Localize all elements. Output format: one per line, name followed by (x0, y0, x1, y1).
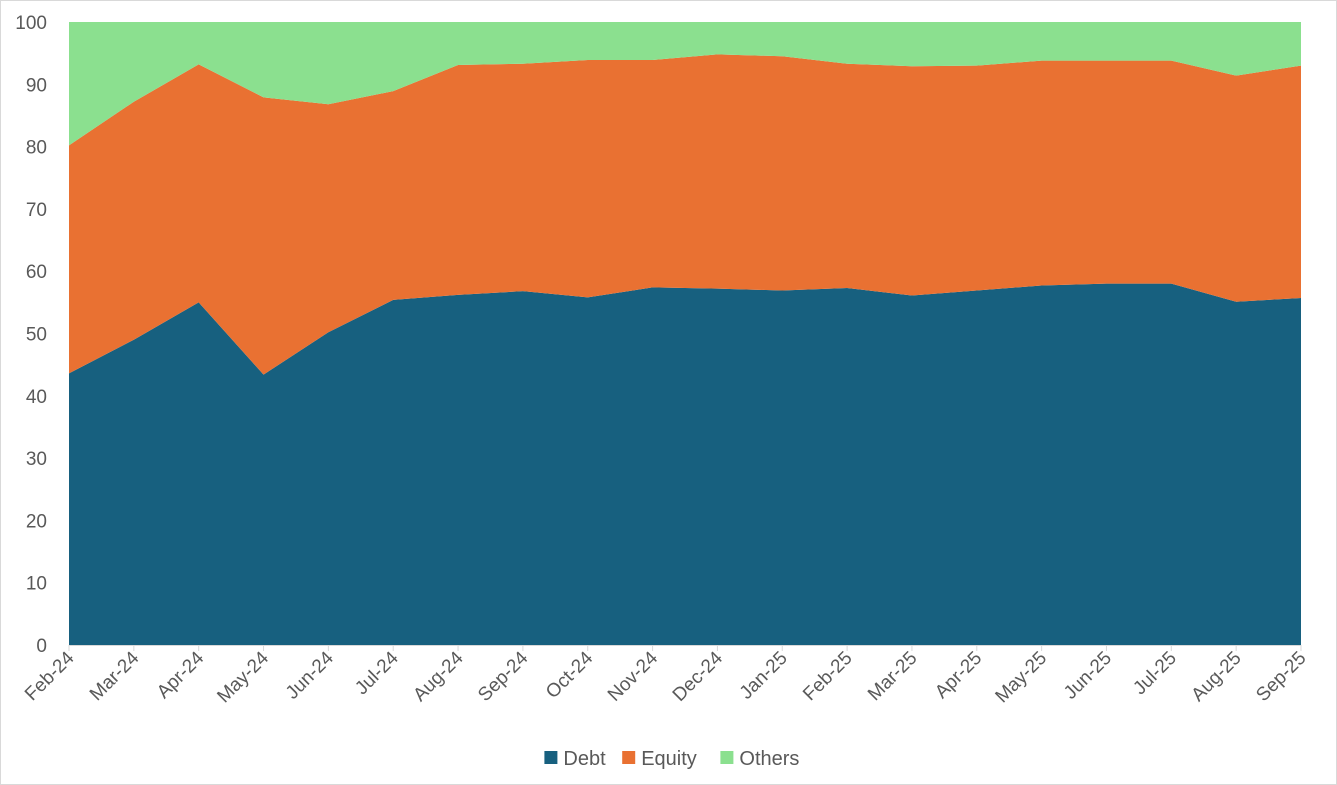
y-tick-label: 0 (36, 636, 47, 657)
x-tick-label: Feb-24 (21, 647, 79, 705)
legend-swatch-debt (544, 751, 558, 764)
y-tick-label: 30 (26, 449, 47, 470)
y-tick-label: 70 (26, 200, 47, 221)
x-tick-label: Sep-24 (474, 647, 532, 705)
x-tick-label: Jul-24 (351, 647, 403, 699)
x-tick-label: Feb-25 (799, 648, 856, 705)
legend-swatch-others (720, 751, 734, 764)
x-tick-label: Aug-25 (1188, 648, 1246, 706)
x-axis: Feb-24 Mar-24 Apr-24 May-24 Jun-24 Jul-24 Aug-… (21, 645, 1311, 708)
area-layer (69, 22, 1301, 645)
legend-label-equity: Equity (641, 748, 697, 770)
legend-swatch-equity (622, 751, 636, 764)
area-debt (69, 283, 1301, 645)
y-tick-label: 80 (26, 138, 47, 159)
y-tick-label: 40 (26, 387, 47, 408)
y-tick-label: 90 (26, 75, 47, 96)
x-tick-label: Oct-24 (542, 647, 597, 702)
x-tick-label: Jan-25 (736, 648, 792, 704)
legend: Debt Equity Others (544, 748, 799, 770)
legend-label-debt: Debt (563, 748, 606, 770)
y-tick-label: 50 (26, 325, 47, 346)
area-equity (69, 54, 1301, 375)
y-tick-label: 100 (15, 13, 47, 34)
area-others (69, 22, 1301, 146)
legend-label-others: Others (739, 748, 799, 770)
x-tick-label: Nov-24 (604, 647, 662, 705)
y-tick-label: 60 (26, 262, 47, 283)
x-tick-label: Jun-24 (282, 647, 338, 703)
x-tick-label: Mar-24 (86, 647, 144, 705)
x-tick-label: Jun-25 (1060, 648, 1116, 704)
y-tick-label: 20 (26, 511, 47, 532)
x-tick-label: Dec-24 (669, 647, 727, 705)
x-tick-label: May-25 (992, 648, 1052, 708)
x-tick-label: Apr-24 (153, 647, 208, 702)
y-tick-label: 10 (26, 574, 47, 595)
x-tick-label: Apr-25 (931, 648, 986, 703)
x-tick-label: Sep-25 (1252, 648, 1310, 706)
x-tick-label: May-24 (213, 647, 273, 707)
y-axis: 0 10 20 30 40 50 60 70 80 90 100 (15, 13, 47, 657)
x-tick-label: Jul-25 (1129, 648, 1180, 699)
x-tick-label: Aug-24 (409, 647, 467, 705)
x-tick-label: Mar-25 (864, 648, 921, 705)
